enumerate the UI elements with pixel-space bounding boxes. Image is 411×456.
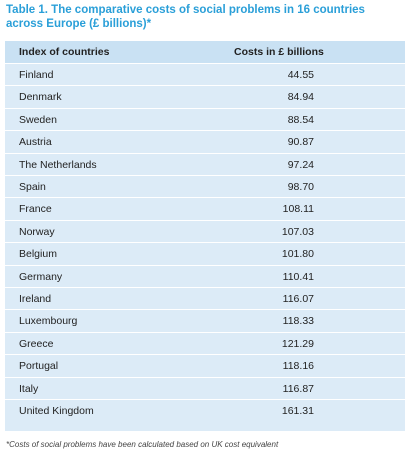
- cost-cell: 90.87: [287, 136, 314, 149]
- cost-cell: 44.55: [287, 69, 314, 81]
- cost-cell: 110.41: [282, 270, 314, 283]
- cost-cell: 118.33: [282, 315, 314, 328]
- country-cell: Germany: [19, 270, 63, 283]
- header-cost: Costs in £ billions: [234, 46, 324, 58]
- country-cell: Spain: [19, 181, 46, 193]
- table-row: Norway 107.03: [5, 219, 405, 242]
- table-row: Greece 121.29: [5, 331, 405, 354]
- table-row: Finland 44.55: [5, 63, 405, 85]
- cost-cell: 161.31: [281, 405, 314, 417]
- cost-cell: 107.03: [281, 225, 314, 238]
- cost-cell: 97.24: [287, 158, 314, 171]
- cost-cell: 98.70: [287, 181, 314, 193]
- cost-cell: 121.29: [281, 337, 314, 350]
- country-cell: Ireland: [19, 293, 52, 305]
- country-cell: Sweden: [19, 113, 57, 126]
- cost-cell: 84.94: [287, 91, 314, 104]
- table-row: Spain 98.70: [5, 175, 405, 197]
- table-row: Sweden 88.54: [5, 107, 405, 130]
- cost-cell: 88.54: [287, 113, 314, 126]
- table-row: United Kingdom 161.31: [5, 399, 405, 421]
- cost-cell: 116.87: [282, 382, 314, 395]
- table-row: The Netherlands 97.24: [5, 152, 405, 175]
- country-cell: Greece: [19, 337, 54, 350]
- table-header: Index of countries Costs in £ billions: [5, 41, 405, 63]
- country-cell: Austria: [19, 136, 52, 149]
- cost-cell: 116.07: [282, 293, 314, 305]
- footnote: *Costs of social problems have been calc…: [6, 440, 279, 449]
- country-cell: France: [19, 203, 52, 216]
- table-row: Belgium 101.80: [5, 242, 405, 264]
- country-cell: United Kingdom: [19, 405, 94, 417]
- table-row: Ireland 116.07: [5, 287, 405, 309]
- costs-table: Index of countries Costs in £ billions F…: [5, 41, 405, 431]
- country-cell: Belgium: [19, 248, 57, 261]
- header-country: Index of countries: [19, 46, 110, 58]
- country-cell: Portugal: [19, 360, 59, 373]
- cost-cell: 118.16: [282, 360, 314, 373]
- country-cell: Norway: [19, 225, 55, 238]
- country-cell: Italy: [19, 382, 39, 395]
- table-row: Portugal 118.16: [5, 354, 405, 376]
- country-cell: Finland: [19, 69, 54, 81]
- table-row: Germany 110.41: [5, 264, 405, 287]
- table-row: France 108.11: [5, 197, 405, 219]
- cost-cell: 108.11: [282, 203, 314, 216]
- country-cell: The Netherlands: [19, 158, 97, 171]
- country-cell: Luxembourg: [19, 315, 78, 328]
- country-cell: Denmark: [19, 91, 62, 104]
- table-row: Italy 116.87: [5, 376, 405, 399]
- table-row: Denmark 84.94: [5, 85, 405, 107]
- table-row: Luxembourg 118.33: [5, 309, 405, 331]
- table-row: Austria 90.87: [5, 130, 405, 152]
- cost-cell: 101.80: [281, 248, 314, 261]
- table-title: Table 1. The comparative costs of social…: [6, 4, 365, 30]
